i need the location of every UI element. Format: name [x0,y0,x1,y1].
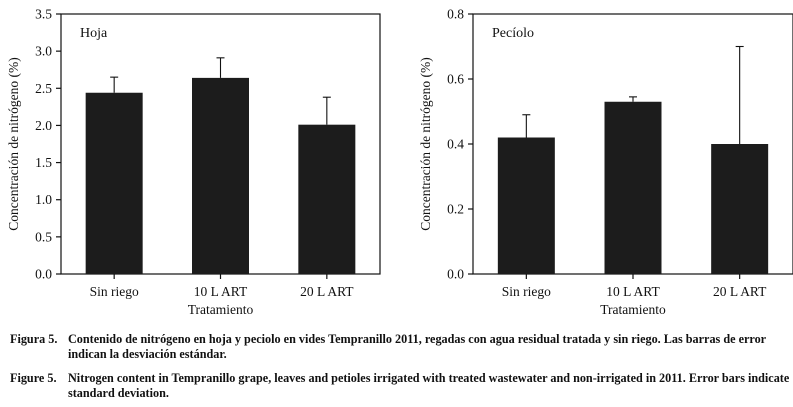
peciolo-x-tick-label: 20 L ART [713,284,767,299]
caption-english-text: Nitrogen content in Tempranillo grape, l… [68,371,790,400]
hoja-x-tick-label: Sin riego [90,284,139,299]
peciolo-y-tick-label: 0.8 [447,7,464,22]
caption-english: Figure 5. Nitrogen content in Tempranill… [10,371,790,401]
hoja-x-axis-label: Tratamiento [188,302,254,317]
hoja-y-tick-label: 1.5 [35,155,52,170]
peciolo-x-tick-label: 10 L ART [606,284,660,299]
hoja-y-tick-label: 0.5 [35,229,52,244]
peciolo-y-tick-label: 0.0 [447,267,464,282]
peciolo-y-tick-label: 0.4 [447,137,464,152]
peciolo-y-axis-label: Concentración de nitrógeno (%) [418,57,433,231]
hoja-bar [192,77,249,274]
peciolo-bar [711,144,769,274]
hoja-y-axis-label: Concentración de nitrógeno (%) [6,57,21,231]
peciolo-chart: 0.0 0.2 0.4 0.6 0.8 Concentración de nitrógen… [418,7,793,317]
peciolo-x-axis-label: Tratamiento [600,302,666,317]
hoja-y-tick-label: 3.0 [35,44,52,59]
hoja-y-tick-label: 3.5 [35,7,52,22]
hoja-y-tick-label: 0.0 [35,267,52,282]
hoja-chart: 0.0 0.5 1.0 1.5 2.0 2.5 3.0 3.5 Concentración de… [6,7,381,317]
caption-english-label: Figure 5. [10,371,57,385]
peciolo-bar [497,137,555,274]
figure-charts: 0.0 0.5 1.0 1.5 2.0 2.5 3.0 3.5 Concentración de… [6,7,793,317]
peciolo-bar [604,101,662,274]
hoja-x-tick-label: 20 L ART [300,284,354,299]
hoja-y-tick-label: 2.0 [35,118,52,133]
peciolo-x-tick-label: Sin riego [502,284,551,299]
hoja-y-tick-label: 2.5 [35,81,52,96]
hoja-y-tick-label: 1.0 [35,192,52,207]
peciolo-y-tick-label: 0.2 [447,202,464,217]
peciolo-panel-label: Pecíolo [492,26,534,41]
hoja-bar [298,124,356,274]
caption-spanish-text: Contenido de nitrógeno en hoja y peciolo… [68,332,766,361]
caption-spanish: Figura 5. Contenido de nitrógeno en hoja… [10,332,790,362]
hoja-x-tick-label: 10 L ART [194,284,248,299]
hoja-bar [85,92,143,274]
peciolo-y-tick-label: 0.6 [447,72,464,87]
hoja-panel-label: Hoja [80,26,108,41]
caption-spanish-label: Figura 5. [10,332,58,346]
